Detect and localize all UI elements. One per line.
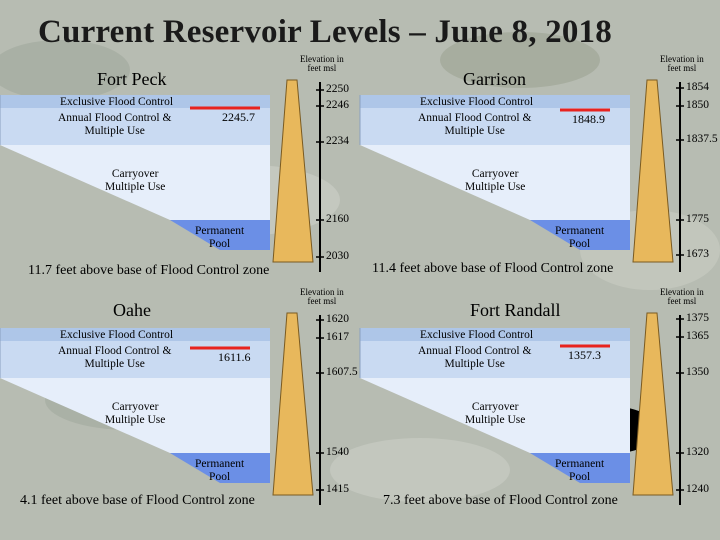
permanent-pool-label: Permanent Pool xyxy=(555,458,605,483)
reservoir-panel-fort-peck: Fort Peck Exclusive Flood Control Annual F… xyxy=(0,50,360,300)
reservoir-name: Fort Randall xyxy=(470,300,561,320)
elevation-tick-label: 1540 xyxy=(326,446,349,458)
exclusive-flood-label: Exclusive Flood Control xyxy=(420,329,534,341)
annual-flood-zone xyxy=(360,341,630,378)
carryover-label: Carryover Multiple Use xyxy=(105,401,166,426)
carryover-label: Carryover Multiple Use xyxy=(465,401,526,426)
current-level-value: 2245.7 xyxy=(222,110,255,124)
elevation-tick-label: 1607.5 xyxy=(326,366,358,378)
dam xyxy=(632,79,674,263)
carryover-zone xyxy=(0,378,270,453)
exclusive-flood-zone xyxy=(0,328,270,341)
elevation-header: Elevation in feet msl xyxy=(660,287,704,307)
elevation-tick-label: 1375 xyxy=(686,312,709,324)
elevation-tick-label: 1775 xyxy=(686,213,709,225)
dam xyxy=(272,79,314,263)
reservoir-panel-garrison: Garrison Exclusive Flood Control Annual Fl… xyxy=(359,50,720,300)
annual-flood-zone xyxy=(0,341,270,378)
reservoir-diagram xyxy=(359,312,684,505)
exclusive-flood-label: Exclusive Flood Control xyxy=(60,96,174,108)
reservoir-panel-oahe: Oahe Exclusive Flood Control Annual Flood … xyxy=(0,283,360,533)
permanent-pool-label: Permanent Pool xyxy=(195,458,245,483)
page-title: Current Reservoir Levels – June 8, 2018 xyxy=(38,14,612,50)
permanent-pool-label: Permanent Pool xyxy=(555,225,605,250)
elevation-tick-label: 1620 xyxy=(326,313,349,325)
annual-flood-label: Annual Flood Control & Multiple Use xyxy=(418,345,532,370)
carryover-zone xyxy=(0,145,270,220)
reservoir-name: Fort Peck xyxy=(97,69,167,89)
elevation-tick-label: 2234 xyxy=(326,135,349,147)
dam xyxy=(272,312,314,496)
flood-zone-note: 11.4 feet above base of Flood Control zo… xyxy=(372,261,614,276)
reservoir-diagram xyxy=(0,312,324,505)
reservoir-panel-fort-randall: Fort Randall Exclusive Flood Control Annua… xyxy=(359,283,720,533)
annual-flood-label: Annual Flood Control & Multiple Use xyxy=(58,112,172,137)
annual-flood-label: Annual Flood Control & Multiple Use xyxy=(58,345,172,370)
permanent-pool-label: Permanent Pool xyxy=(195,225,245,250)
permanent-pool-zone xyxy=(530,453,630,483)
elevation-tick-label: 2030 xyxy=(326,250,349,262)
annual-flood-zone xyxy=(360,108,630,145)
permanent-pool-zone xyxy=(530,220,630,250)
elevation-header: Elevation in feet msl xyxy=(300,287,344,307)
elevation-tick-label: 1365 xyxy=(686,330,709,342)
permanent-pool-zone xyxy=(170,453,270,483)
elevation-tick-label: 1415 xyxy=(326,483,349,495)
annual-flood-label: Annual Flood Control & Multiple Use xyxy=(418,112,532,137)
elevation-tick-label: 2246 xyxy=(326,99,349,111)
reservoir-diagram xyxy=(0,79,324,272)
annual-flood-zone xyxy=(0,108,270,145)
carryover-zone xyxy=(360,378,630,453)
current-level-value: 1611.6 xyxy=(218,350,251,364)
elevation-tick-label: 2250 xyxy=(326,83,349,95)
elevation-tick-label: 2160 xyxy=(326,213,349,225)
exclusive-flood-label: Exclusive Flood Control xyxy=(60,329,174,341)
reservoir-name: Garrison xyxy=(463,69,526,89)
carryover-label: Carryover Multiple Use xyxy=(105,168,166,193)
flood-zone-note: 11.7 feet above base of Flood Control zo… xyxy=(28,263,270,278)
elevation-tick-label: 1240 xyxy=(686,483,709,495)
elevation-tick-label: 1617 xyxy=(326,331,349,343)
elevation-tick-label: 1850 xyxy=(686,99,709,111)
reservoir-name: Oahe xyxy=(113,300,151,320)
flood-zone-note: 4.1 feet above base of Flood Control zon… xyxy=(20,493,255,508)
elevation-header: Elevation in feet msl xyxy=(660,54,704,74)
current-level-value: 1357.3 xyxy=(568,348,601,362)
exclusive-flood-zone xyxy=(360,328,630,341)
flood-zone-note: 7.3 feet above base of Flood Control zon… xyxy=(383,493,618,508)
elevation-tick-label: 1673 xyxy=(686,248,709,260)
elevation-tick-label: 1837.5 xyxy=(686,133,718,145)
elevation-tick-label: 1854 xyxy=(686,81,709,93)
elevation-tick-label: 1350 xyxy=(686,366,709,378)
elevation-header: Elevation in feet msl xyxy=(300,54,344,74)
exclusive-flood-zone xyxy=(0,95,270,108)
dam xyxy=(632,312,674,496)
reservoir-diagram xyxy=(359,79,684,272)
current-level-value: 1848.9 xyxy=(572,112,605,126)
elevation-tick-label: 1320 xyxy=(686,446,709,458)
exclusive-flood-label: Exclusive Flood Control xyxy=(420,96,534,108)
exclusive-flood-zone xyxy=(360,95,630,108)
permanent-pool-zone xyxy=(170,220,270,250)
carryover-label: Carryover Multiple Use xyxy=(465,168,526,193)
carryover-zone xyxy=(360,145,630,220)
